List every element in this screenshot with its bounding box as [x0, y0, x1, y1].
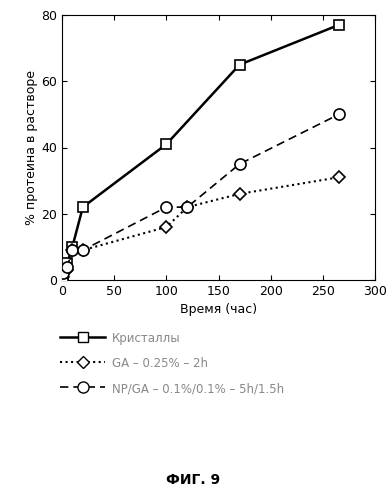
Text: ФИГ. 9: ФИГ. 9: [166, 474, 221, 488]
X-axis label: Время (час): Время (час): [180, 304, 257, 316]
Legend: Кристаллы, GA – 0.25% – 2h, NP/GA – 0.1%/0.1% – 5h/1.5h: Кристаллы, GA – 0.25% – 2h, NP/GA – 0.1%…: [56, 328, 289, 400]
Y-axis label: % протеина в растворе: % протеина в растворе: [25, 70, 38, 225]
